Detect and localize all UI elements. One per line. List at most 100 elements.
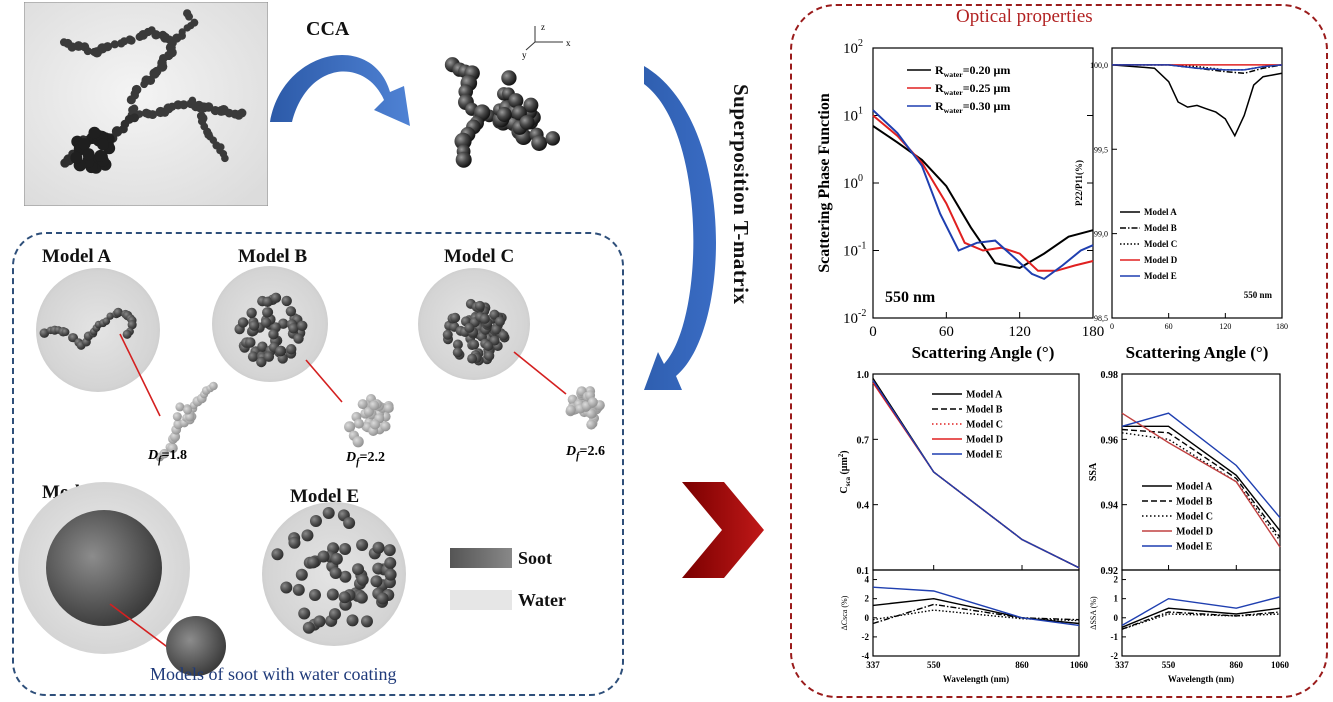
sub-y-tick-label: 2 (865, 594, 870, 604)
model-e-monomer (346, 614, 359, 627)
model-a-detached-monomer (172, 412, 182, 422)
model-b-detached-monomer (383, 403, 394, 414)
y-tick-label: 0.98 (1101, 370, 1119, 381)
model-e-monomer (326, 588, 339, 601)
model-a-detached-monomer (175, 402, 185, 412)
model-a-detached-monomer (167, 442, 178, 454)
x-tick-label: 120 (1008, 324, 1031, 340)
model-b-monomer (275, 345, 286, 357)
y-tick-label: 0.1 (857, 566, 870, 577)
water-legend-label: Water (518, 590, 566, 610)
series-line-model-b (1121, 428, 1281, 538)
model-b-monomer (263, 351, 275, 362)
series-line-model-b (1112, 64, 1283, 75)
series-line-model-e (1121, 596, 1281, 627)
model-e-monomer (301, 529, 314, 542)
model-c-monomer (484, 350, 495, 361)
model-e-monomer (384, 557, 397, 570)
model-a-monomer (106, 312, 114, 320)
model-e-monomer (322, 506, 335, 519)
sub-y-tick-label: -4 (862, 651, 870, 661)
wavelength-annotation: 550 nm (1244, 290, 1273, 300)
x-tick-label: 120 (1219, 322, 1231, 331)
legend-entry: Model E (966, 450, 1003, 461)
series-line-r-water-0-20-m (872, 125, 1094, 270)
model-e-monomer (308, 589, 321, 602)
legend-entry: Model E (1144, 271, 1177, 281)
plot-frame (1111, 47, 1283, 319)
model-b-monomer (256, 356, 267, 368)
model-b-detached-monomer (380, 421, 391, 432)
plot-frame (1121, 569, 1281, 657)
models-frame (12, 232, 624, 696)
tem-particle (103, 42, 113, 52)
model-b-monomer (260, 317, 272, 328)
tem-particle (94, 149, 107, 162)
wavelength-annotation: 550 nm (885, 289, 936, 306)
model-c-monomer (483, 341, 494, 352)
model-c-monomer (479, 313, 490, 324)
model-a-detached-monomer (159, 448, 170, 459)
tem-particle (196, 105, 203, 113)
model-b-monomer (248, 320, 260, 331)
x-tick-label: 0 (869, 324, 877, 340)
series-line-model-c (872, 609, 1080, 622)
series-line-r-water-0-30-m (872, 109, 1094, 281)
legend-entry: Model B (1176, 497, 1213, 508)
model-c-monomer (489, 309, 500, 320)
sub-y-tick-label: 0 (865, 613, 870, 623)
x-axis-label: Wavelength (nm) (943, 674, 1009, 684)
model-b-detached-monomer (369, 400, 380, 411)
x-tick-label: 860 (1015, 660, 1029, 670)
model-b-monomer (293, 333, 304, 344)
model-e-monomer (298, 607, 311, 620)
model-a-detached-monomer (185, 412, 195, 422)
legend-entry: Model E (1176, 542, 1213, 553)
legend-entry: Model D (1176, 527, 1213, 538)
model-e-monomer (330, 552, 343, 565)
tem-particle (183, 9, 192, 18)
model-b-monomer (262, 307, 273, 318)
sub-y-tick-label: 2 (1114, 575, 1119, 585)
model-b-monomer (297, 320, 308, 331)
model-e-monomer (356, 538, 369, 551)
series-line-model-a (1111, 64, 1283, 138)
optical-title: Optical properties (956, 6, 1093, 27)
x-tick-label: 180 (1082, 324, 1105, 340)
axis-x-label: x (566, 38, 571, 48)
model-e-monomer (317, 550, 330, 563)
model-b-monomer (257, 341, 268, 352)
model-b-monomer (281, 295, 292, 307)
model-b-monomer (245, 337, 256, 348)
model-a-label: Model A (42, 246, 112, 267)
y-tick-label: 10-1 (843, 241, 866, 260)
model-b-df-label: Df=2.2 (346, 450, 385, 468)
legend-entry: Model A (966, 390, 1003, 401)
model-c-monomer (467, 353, 478, 364)
model-e-monomer (307, 556, 320, 569)
y-tick-label: 102 (843, 38, 863, 57)
tem-particle (178, 28, 186, 36)
superposition-arrow (644, 66, 717, 390)
model-c-monomer (491, 324, 502, 335)
tem-particle (221, 154, 229, 163)
model-e-label: Model E (290, 486, 360, 507)
model-e-monomer (370, 575, 383, 588)
model-b-monomer (246, 307, 257, 319)
legend-entry: Model A (1176, 482, 1213, 493)
y-tick-label: 0.92 (1101, 566, 1119, 577)
model-a-monomer (113, 307, 123, 318)
soot-legend-label: Soot (518, 548, 553, 568)
p22-p11-chart: 100,0 99,5 99,0 98,50 60 120 180 Scattering Ang… (1074, 47, 1288, 362)
model-a-monomer (127, 320, 137, 330)
series-line-model-a (1121, 607, 1281, 628)
model-c-detached-monomer (565, 404, 576, 415)
tem-particle (110, 40, 119, 49)
tem-particle (83, 47, 92, 56)
legend-entry: Model C (1176, 512, 1213, 523)
legend-entry: Model B (1144, 223, 1177, 233)
model-b-detached-monomer (353, 418, 364, 429)
model-b-detached-monomer (344, 421, 356, 433)
model-b-monomer (237, 317, 249, 328)
optical-frame (790, 4, 1328, 698)
